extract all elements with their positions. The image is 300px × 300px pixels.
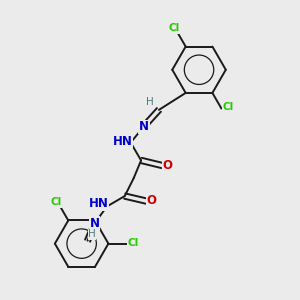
- Text: N: N: [139, 120, 149, 133]
- Text: H: H: [88, 229, 96, 239]
- Text: HN: HN: [112, 135, 132, 148]
- Text: HN: HN: [88, 197, 109, 210]
- Text: Cl: Cl: [50, 197, 61, 207]
- Text: Cl: Cl: [127, 238, 138, 248]
- Text: O: O: [162, 159, 172, 172]
- Text: N: N: [89, 217, 99, 230]
- Text: Cl: Cl: [222, 103, 233, 112]
- Text: O: O: [147, 194, 157, 207]
- Text: Cl: Cl: [169, 23, 180, 33]
- Text: H: H: [146, 98, 154, 107]
